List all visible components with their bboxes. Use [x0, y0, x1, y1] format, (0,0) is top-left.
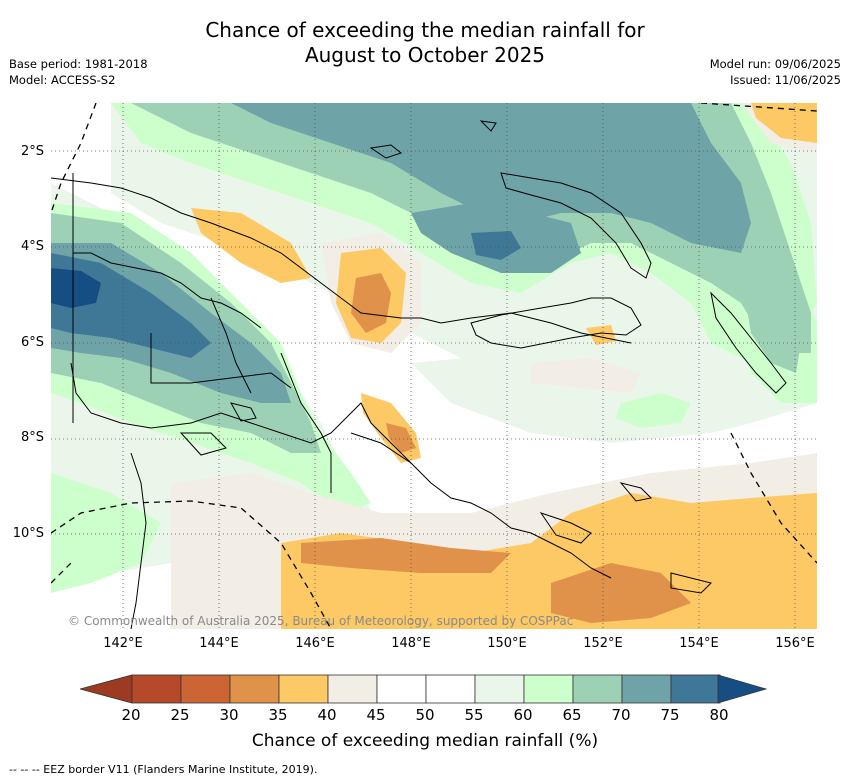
lon-label-152e: 152°E	[583, 636, 623, 651]
colorbar-cell	[180, 674, 231, 704]
zone-above-80	[51, 268, 101, 308]
zone-35-40-east-small	[586, 325, 616, 345]
colorbar-above-arrow	[717, 674, 768, 704]
lon-label-142e: 142°E	[103, 636, 143, 651]
lon-label-154e: 154°E	[679, 636, 719, 651]
zone-35-40-ne	[751, 103, 817, 143]
zone-30-35-south	[301, 538, 511, 573]
cb-tick-35: 35	[268, 706, 288, 724]
colorbar	[80, 674, 768, 704]
colorbar-cell	[523, 674, 574, 704]
colorbar-cell	[425, 674, 476, 704]
map-title: Chance of exceeding the median rainfall …	[0, 18, 850, 68]
province-borders	[73, 252, 412, 493]
colorbar-cells	[131, 674, 721, 704]
forecast-map	[51, 103, 817, 629]
zone-60-65-southwest	[51, 473, 161, 593]
zone-70-75-north	[231, 103, 751, 253]
copyright-notice: © Commonwealth of Australia 2025, Bureau…	[68, 614, 574, 628]
zone-40-45-east	[531, 358, 641, 393]
lat-label-6s: 6°S	[20, 335, 44, 350]
lon-label-156e: 156°E	[775, 636, 815, 651]
colorbar-below-arrow	[80, 674, 133, 704]
cb-tick-50: 50	[415, 706, 435, 724]
colorbar-cell	[131, 674, 182, 704]
colorbar-cell	[474, 674, 525, 704]
lon-label-150e: 150°E	[487, 636, 527, 651]
cb-tick-80: 80	[709, 706, 729, 724]
colorbar-cell	[278, 674, 329, 704]
eez-borders	[51, 103, 817, 629]
issued-date: Issued: 11/06/2025	[730, 73, 841, 87]
lat-label-10s: 10°S	[12, 526, 44, 541]
lat-label-2s: 2°S	[20, 144, 44, 159]
cb-tick-40: 40	[317, 706, 337, 724]
lon-label-148e: 148°E	[391, 636, 431, 651]
lon-label-144e: 144°E	[199, 636, 239, 651]
cb-tick-30: 30	[219, 706, 239, 724]
lat-label-8s: 8°S	[20, 430, 44, 445]
meta-left: Base period: 1981-2018 Model: ACCESS-S2	[9, 56, 148, 88]
model-run: Model run: 09/06/2025	[709, 57, 841, 71]
lon-label-146e: 146°E	[295, 636, 335, 651]
zone-30-35-southeast	[551, 563, 691, 623]
model-name: Model: ACCESS-S2	[9, 73, 116, 87]
cb-tick-70: 70	[611, 706, 631, 724]
cb-tick-45: 45	[366, 706, 386, 724]
colorbar-cell	[621, 674, 672, 704]
cb-tick-60: 60	[513, 706, 533, 724]
base-period: Base period: 1981-2018	[9, 57, 148, 71]
cb-tick-75: 75	[660, 706, 680, 724]
zone-60-65-island	[616, 393, 691, 428]
colorbar-cell	[376, 674, 427, 704]
zone-75-80-center	[471, 231, 521, 260]
cb-tick-25: 25	[170, 706, 190, 724]
map-canvas	[51, 103, 817, 629]
lat-label-4s: 4°S	[20, 239, 44, 254]
coastlines	[51, 120, 787, 629]
meta-right: Model run: 09/06/2025 Issued: 11/06/2025	[710, 56, 841, 88]
eez-border-note: -- -- -- EEZ border V11 (Flanders Marine…	[9, 763, 318, 776]
zone-30-35-diagonal	[386, 423, 416, 453]
title-line-2: August to October 2025	[304, 43, 546, 67]
zone-30-35-center	[351, 273, 391, 333]
colorbar-cell	[327, 674, 378, 704]
title-line-1: Chance of exceeding the median rainfall …	[205, 18, 645, 42]
cb-tick-55: 55	[464, 706, 484, 724]
colorbar-cell	[670, 674, 721, 704]
colorbar-label: Chance of exceeding median rainfall (%)	[251, 731, 599, 751]
colorbar-cell	[229, 674, 280, 704]
cb-tick-65: 65	[562, 706, 582, 724]
colorbar-cell	[572, 674, 623, 704]
zone-65-70-east	[741, 273, 801, 373]
cb-tick-20: 20	[121, 706, 141, 724]
